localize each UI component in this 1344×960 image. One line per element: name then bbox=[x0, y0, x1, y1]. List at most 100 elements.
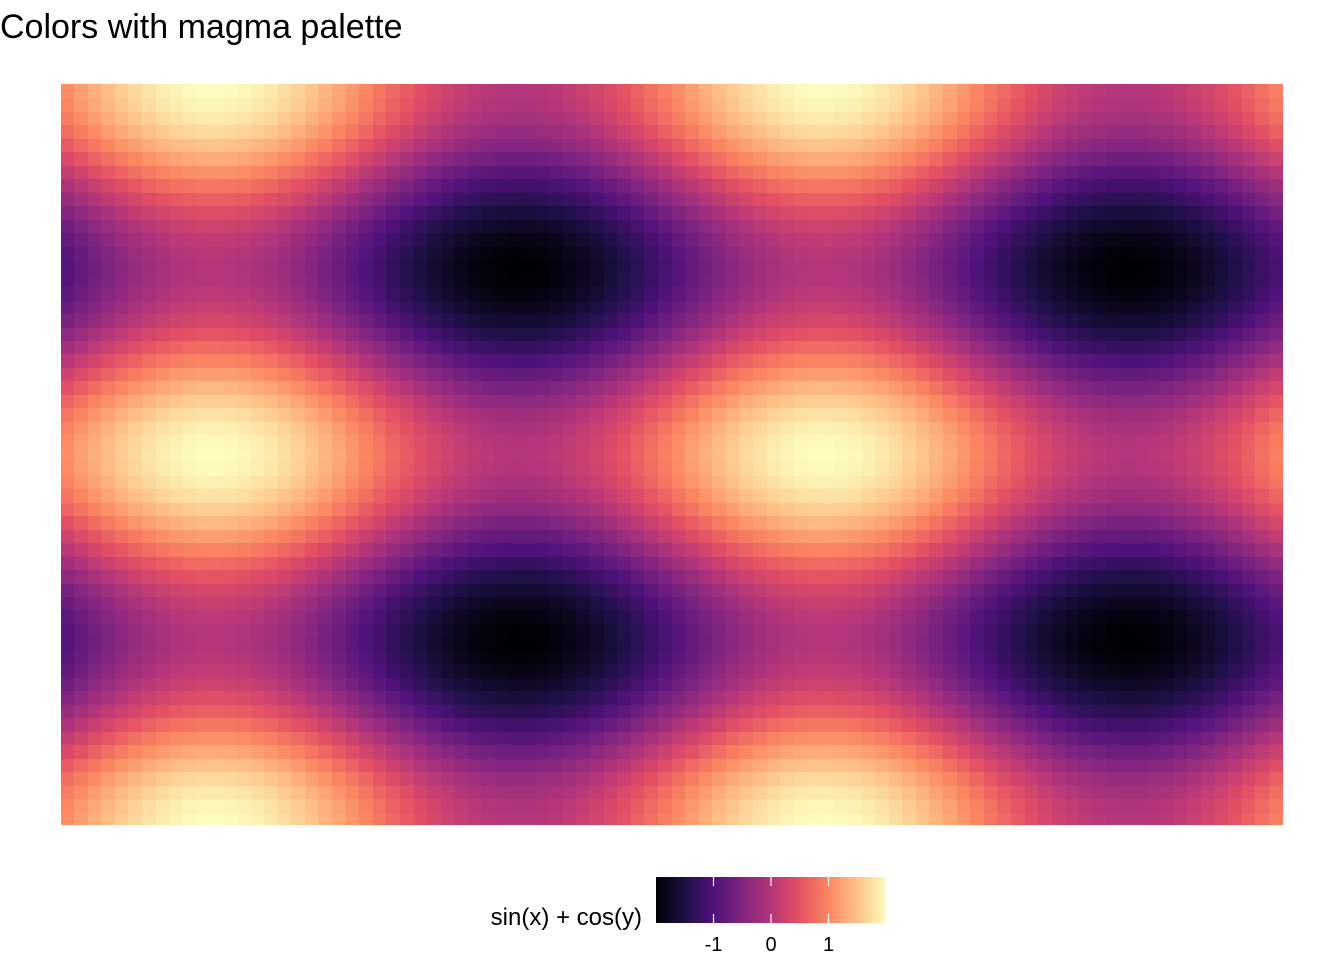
colorbar-segment bbox=[736, 877, 739, 923]
colorbar-segment bbox=[818, 877, 821, 923]
colorbar bbox=[656, 877, 886, 923]
colorbar-segment bbox=[696, 877, 699, 923]
colorbar-segment bbox=[808, 877, 811, 923]
colorbar-segment bbox=[664, 877, 667, 923]
colorbar-segment bbox=[678, 877, 681, 923]
colorbar-segment bbox=[708, 877, 711, 923]
colorbar-tick-label: -1 bbox=[704, 934, 723, 956]
colorbar-segment bbox=[846, 877, 849, 923]
colorbar-segment bbox=[764, 877, 767, 923]
colorbar-segment bbox=[822, 877, 825, 923]
colorbar-segment bbox=[802, 877, 805, 923]
colorbar-segment bbox=[772, 877, 775, 923]
colorbar-segment bbox=[820, 877, 823, 923]
colorbar-segment bbox=[754, 877, 757, 923]
colorbar-segment bbox=[784, 877, 787, 923]
colorbar-segment bbox=[768, 877, 771, 923]
colorbar-segment bbox=[744, 877, 747, 923]
colorbar-segment bbox=[710, 877, 713, 923]
colorbar-segment bbox=[662, 877, 665, 923]
colorbar-segment bbox=[788, 877, 791, 923]
colorbar-segment bbox=[674, 877, 677, 923]
colorbar-segment bbox=[804, 877, 807, 923]
colorbar-segment bbox=[742, 877, 745, 923]
colorbar-segment bbox=[694, 877, 697, 923]
colorbar-segment bbox=[704, 877, 707, 923]
colorbar-segment bbox=[774, 877, 777, 923]
colorbar-segment bbox=[730, 877, 733, 923]
colorbar-segment bbox=[798, 877, 801, 923]
colorbar-tick-label: 1 bbox=[822, 934, 835, 956]
colorbar-segment bbox=[830, 877, 833, 923]
colorbar-segment bbox=[732, 877, 735, 923]
colorbar-segment bbox=[676, 877, 679, 923]
colorbar-segment bbox=[796, 877, 799, 923]
colorbar-segment bbox=[842, 877, 845, 923]
colorbar-segment bbox=[806, 877, 809, 923]
colorbar-segment bbox=[690, 877, 693, 923]
colorbar-segment bbox=[814, 877, 817, 923]
colorbar-segment bbox=[714, 877, 717, 923]
colorbar-segment bbox=[706, 877, 709, 923]
colorbar-segment bbox=[758, 877, 761, 923]
colorbar-segment bbox=[718, 877, 721, 923]
colorbar-segment bbox=[832, 877, 835, 923]
colorbar-segment bbox=[748, 877, 751, 923]
colorbar-segment bbox=[856, 877, 859, 923]
colorbar-segment bbox=[692, 877, 695, 923]
colorbar-segment bbox=[702, 877, 705, 923]
colorbar-segment bbox=[724, 877, 727, 923]
colorbar-segment bbox=[834, 877, 837, 923]
colorbar-segment bbox=[838, 877, 841, 923]
colorbar-segment bbox=[882, 877, 885, 923]
colorbar-segment bbox=[854, 877, 857, 923]
colorbar-segment bbox=[866, 877, 869, 923]
colorbar-segment bbox=[812, 877, 815, 923]
colorbar-segment bbox=[672, 877, 675, 923]
colorbar-segment bbox=[688, 877, 691, 923]
colorbar-segment bbox=[864, 877, 867, 923]
colorbar-segment bbox=[756, 877, 759, 923]
colorbar-segment bbox=[860, 877, 863, 923]
colorbar-segment bbox=[684, 877, 687, 923]
colorbar-segment bbox=[816, 877, 819, 923]
colorbar-segment bbox=[782, 877, 785, 923]
colorbar-segment bbox=[786, 877, 789, 923]
colorbar-segment bbox=[752, 877, 755, 923]
colorbar-segment bbox=[656, 877, 659, 923]
colorbar-segment bbox=[686, 877, 689, 923]
colorbar-segment bbox=[738, 877, 741, 923]
colorbar-segment bbox=[658, 877, 661, 923]
colorbar-segment bbox=[810, 877, 813, 923]
colorbar-segment bbox=[660, 877, 663, 923]
colorbar-segment bbox=[778, 877, 781, 923]
colorbar-segment bbox=[880, 877, 883, 923]
colorbar-segment bbox=[762, 877, 765, 923]
colorbar-segment bbox=[670, 877, 673, 923]
colorbar-segment bbox=[852, 877, 855, 923]
colorbar-segment bbox=[868, 877, 871, 923]
colorbar-segment bbox=[870, 877, 873, 923]
colorbar-segment bbox=[770, 877, 773, 923]
colorbar-segment bbox=[836, 877, 839, 923]
colorbar-segment bbox=[698, 877, 701, 923]
colorbar-segment bbox=[884, 877, 886, 923]
colorbar-segment bbox=[682, 877, 685, 923]
colorbar-tick-label: 0 bbox=[765, 934, 777, 956]
colorbar-segment bbox=[746, 877, 749, 923]
heatmap-panel bbox=[61, 84, 1283, 825]
colorbar-segment bbox=[766, 877, 769, 923]
colorbar-segment bbox=[726, 877, 729, 923]
colorbar-segment bbox=[780, 877, 783, 923]
colorbar-segment bbox=[776, 877, 779, 923]
colorbar-segment bbox=[740, 877, 743, 923]
colorbar-segment bbox=[840, 877, 843, 923]
colorbar-segment bbox=[750, 877, 753, 923]
colorbar-segment bbox=[878, 877, 881, 923]
colorbar-segment bbox=[872, 877, 875, 923]
colorbar-segment bbox=[668, 877, 671, 923]
colorbar-segment bbox=[680, 877, 683, 923]
colorbar-segment bbox=[722, 877, 725, 923]
colorbar-segment bbox=[862, 877, 865, 923]
colorbar-segment bbox=[792, 877, 795, 923]
